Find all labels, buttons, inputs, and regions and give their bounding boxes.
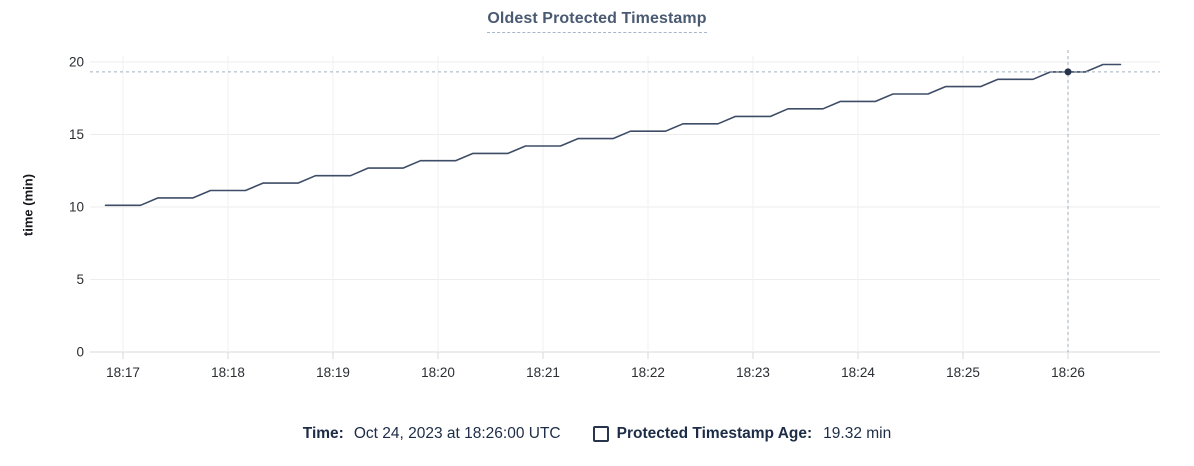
chart-title[interactable]: Oldest Protected Timestamp	[487, 10, 707, 33]
y-tick-label: 0	[76, 345, 84, 360]
hover-time-value: Oct 24, 2023 at 18:26:00 UTC	[353, 425, 561, 442]
x-tick-label: 18:17	[106, 365, 140, 380]
x-tick-label: 18:18	[211, 365, 245, 380]
y-tick-label: 20	[69, 55, 84, 70]
chart-canvas[interactable]: 0 5 10 15 20 18:17 18:18 18:19 18:20 18:21 18:22 18…	[0, 0, 1194, 400]
y-tick-label: 5	[76, 272, 84, 287]
series-checkbox-icon[interactable]	[592, 426, 609, 442]
x-tick-label: 18:26	[1051, 365, 1085, 380]
hover-time-label: Time:	[302, 425, 344, 442]
series-line	[104, 63, 1122, 207]
hover-legend: Time: Oct 24, 2023 at 18:26:00 UTC Prote…	[0, 419, 1194, 449]
y-tick-label: 10	[69, 200, 84, 215]
hover-point-dot	[1064, 68, 1072, 76]
x-tick-label: 18:22	[631, 365, 665, 380]
x-tick-label: 18:24	[841, 365, 875, 380]
chart-title-row: Oldest Protected Timestamp	[0, 10, 1194, 33]
x-tick-label: 18:23	[736, 365, 770, 380]
series-value: 19.32 min	[823, 425, 892, 442]
series-label: Protected Timestamp Age:	[616, 425, 813, 442]
x-tick-label: 18:21	[526, 365, 560, 380]
x-tick-label: 18:19	[316, 365, 350, 380]
y-tick-label: 15	[69, 127, 84, 142]
x-tick-label: 18:20	[421, 365, 455, 380]
x-tick-label: 18:25	[946, 365, 980, 380]
